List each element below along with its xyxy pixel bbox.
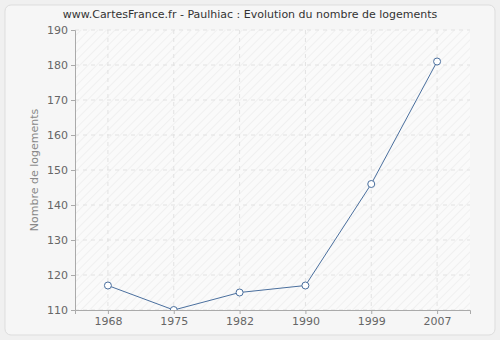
tick-mark [71, 30, 75, 31]
tick-label: 170 [47, 94, 68, 107]
y-tick: 150 [47, 164, 75, 177]
y-tick: 190 [47, 24, 75, 37]
grid [75, 30, 470, 310]
tick-label: 1968 [94, 315, 122, 328]
y-tick: 140 [47, 199, 75, 212]
grid-line [173, 30, 174, 310]
grid-line [75, 170, 470, 171]
tick-mark [71, 240, 75, 241]
marker [434, 58, 441, 65]
series [104, 58, 440, 310]
tick-label: 1999 [358, 315, 386, 328]
grid-line [75, 275, 470, 276]
y-tick: 180 [47, 59, 75, 72]
tick-label: 120 [47, 269, 68, 282]
y-tick: 110 [47, 304, 75, 317]
grid-line [75, 240, 470, 241]
tick-mark [71, 275, 75, 276]
tick-label: 160 [47, 129, 68, 142]
grid-line [371, 30, 372, 310]
y-axis: 110 120 130 140 150 160 170 180 190 [47, 24, 76, 317]
grid-line [75, 30, 470, 31]
marker [104, 282, 111, 289]
plot-area [75, 30, 470, 310]
x-tick: 1975 [160, 310, 188, 328]
panel [5, 5, 495, 335]
tick-label: 1990 [292, 315, 320, 328]
tick-label: 190 [47, 24, 68, 37]
tick-mark [240, 310, 241, 314]
y-tick: 130 [47, 234, 75, 247]
y-tick: 160 [47, 129, 75, 142]
tick-mark [71, 170, 75, 171]
tick-mark [108, 310, 109, 314]
tick-label: 180 [47, 59, 68, 72]
tick-label: 130 [47, 234, 68, 247]
marker [302, 282, 309, 289]
grid-line [75, 135, 470, 136]
line [108, 62, 437, 311]
tick-mark [71, 100, 75, 101]
grid-line [305, 30, 306, 310]
tick-label: 2007 [424, 315, 452, 328]
tick-label: 1975 [160, 315, 188, 328]
tick-label: 110 [47, 304, 68, 317]
marker [170, 307, 177, 311]
tick-label: 1982 [226, 315, 254, 328]
tick-mark [71, 310, 75, 311]
axis-line [76, 311, 471, 315]
chart: 1101201301401501601701801901968197519821… [0, 0, 500, 340]
tick-mark [174, 310, 175, 314]
x-axis: 1968 1975 1982 1990 1999 2007 [76, 310, 471, 328]
marker [236, 289, 243, 296]
grid-line [75, 205, 470, 206]
title: www.CartesFrance.fr - Paulhiac : Evoluti… [63, 8, 438, 21]
marker [368, 181, 375, 188]
y-tick: 170 [47, 94, 75, 107]
tick-label: 150 [47, 164, 68, 177]
tick-mark [71, 65, 75, 66]
x-tick: 1990 [292, 310, 320, 328]
y-tick: 120 [47, 269, 75, 282]
tick-mark [71, 135, 75, 136]
background [0, 0, 500, 340]
x-tick: 2007 [424, 310, 452, 328]
tick-mark [305, 310, 306, 314]
tick-label: 140 [47, 199, 68, 212]
tick-mark [371, 310, 372, 314]
grid-line [75, 65, 470, 66]
x-tick: 1968 [94, 310, 122, 328]
tick-mark [71, 205, 75, 206]
grid-line [437, 30, 438, 310]
axis-line [71, 31, 76, 311]
grid-line [239, 30, 240, 310]
tick-mark [437, 310, 438, 314]
grid-line [107, 30, 108, 310]
y-axis-title: Nombre de logements [28, 108, 41, 231]
grid-line [75, 100, 470, 101]
x-tick: 1982 [226, 310, 254, 328]
x-tick: 1999 [358, 310, 386, 328]
